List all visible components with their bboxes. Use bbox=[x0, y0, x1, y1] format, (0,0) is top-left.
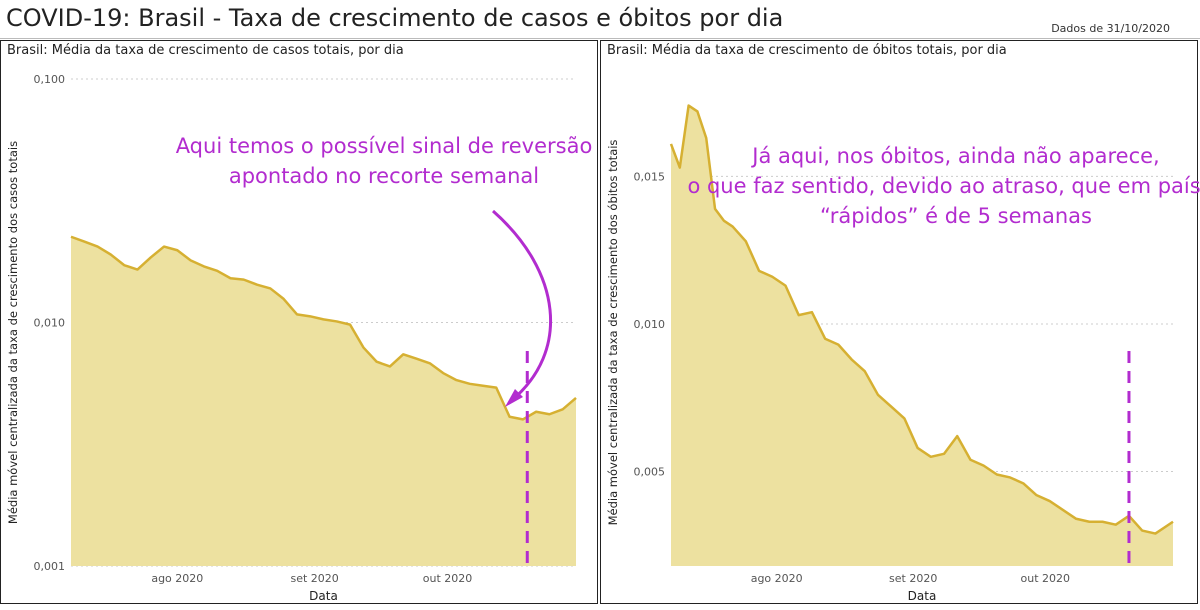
cases-chart: 0,001 0,010 0,100 ago 2020 set 2020 out 2020 D… bbox=[6, 73, 593, 603]
cases-chart-title: Brasil: Média da taxa de crescimento de … bbox=[7, 43, 404, 58]
dashboard-title: COVID-19: Brasil - Taxa de crescimento d… bbox=[6, 4, 784, 32]
y-tick-label: 0,010 bbox=[34, 317, 66, 330]
y-tick-label: 0,001 bbox=[34, 560, 66, 573]
title-divider bbox=[0, 38, 1200, 39]
deaths-chart-panel: Brasil: Média da taxa de crescimento de … bbox=[600, 40, 1200, 604]
x-tick-label: set 2020 bbox=[889, 572, 937, 585]
x-tick-label: ago 2020 bbox=[151, 572, 203, 585]
deaths-chart: 0,005 0,010 0,015 ago 2020 set 2020 out 2020 D… bbox=[606, 104, 1200, 603]
cases-chart-panel: Brasil: Média da taxa de crescimento de … bbox=[0, 40, 598, 604]
arrow-head-icon bbox=[505, 389, 523, 407]
x-tick-label: out 2020 bbox=[1021, 572, 1071, 585]
series-line bbox=[669, 104, 1174, 535]
y-axis-label: Média móvel centralizada da taxa de cres… bbox=[606, 140, 620, 526]
series-area bbox=[671, 105, 1173, 567]
y-axis-label: Média móvel centralizada da taxa de cres… bbox=[6, 141, 20, 524]
data-date-note: Dados de 31/10/2020 bbox=[1051, 22, 1170, 35]
annotation-text: Aqui temos o possível sinal de reversão a… bbox=[176, 134, 593, 188]
y-tick-label: 0,100 bbox=[34, 73, 66, 86]
annotation-text: Já aqui, nos óbitos, ainda não aparece, o… bbox=[687, 144, 1200, 228]
y-tick-label: 0,010 bbox=[634, 318, 666, 331]
deaths-chart-title: Brasil: Média da taxa de crescimento de … bbox=[607, 43, 1007, 58]
y-tick-label: 0,005 bbox=[634, 466, 666, 479]
y-tick-label: 0,015 bbox=[634, 170, 666, 183]
series-line bbox=[70, 235, 577, 421]
x-axis-label: Data bbox=[309, 589, 338, 603]
annotation-arrow bbox=[492, 209, 553, 403]
x-tick-label: out 2020 bbox=[423, 572, 473, 585]
x-axis-label: Data bbox=[908, 589, 937, 603]
x-tick-label: set 2020 bbox=[290, 572, 338, 585]
series-area bbox=[71, 236, 576, 566]
x-tick-label: ago 2020 bbox=[751, 572, 803, 585]
